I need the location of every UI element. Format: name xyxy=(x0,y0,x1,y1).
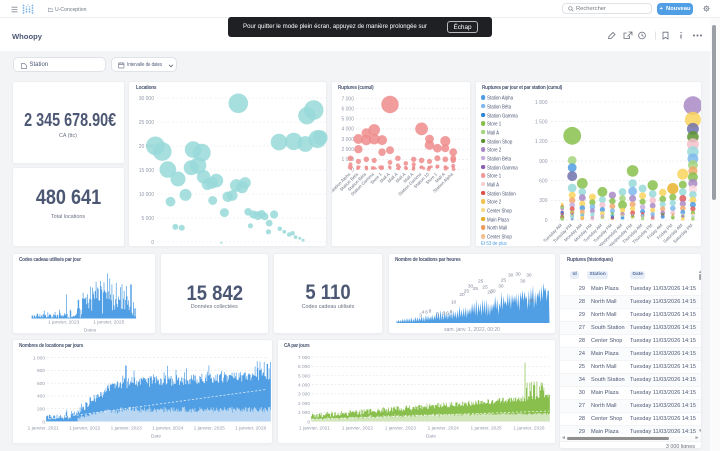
svg-text:0: 0 xyxy=(42,419,45,425)
svg-text:1 janvier, 2021: 1 janvier, 2021 xyxy=(27,426,59,432)
svg-text:200: 200 xyxy=(36,407,44,413)
svg-text:15 000: 15 000 xyxy=(139,167,155,173)
svg-text:4 000: 4 000 xyxy=(341,126,354,132)
svg-text:1 janvier, 2024: 1 janvier, 2024 xyxy=(152,426,184,432)
svg-text:30: 30 xyxy=(498,284,504,290)
svg-text:25: 25 xyxy=(463,288,469,294)
svg-text:5 000: 5 000 xyxy=(341,116,354,122)
svg-text:1 000: 1 000 xyxy=(32,355,44,361)
svg-text:600: 600 xyxy=(539,178,548,184)
svg-text:6 000: 6 000 xyxy=(297,364,309,370)
svg-text:1 janvier, 2023: 1 janvier, 2023 xyxy=(110,426,142,432)
svg-text:800: 800 xyxy=(36,368,44,374)
svg-text:1 janvier, 2026: 1 janvier, 2026 xyxy=(235,426,267,432)
svg-text:1 500: 1 500 xyxy=(534,119,547,125)
svg-text:Date: Date xyxy=(425,434,435,440)
svg-text:1 janvier, 2022: 1 janvier, 2022 xyxy=(341,426,373,432)
svg-text:10: 10 xyxy=(450,299,456,305)
svg-text:6: 6 xyxy=(446,311,449,317)
svg-text:3: 3 xyxy=(436,312,439,318)
svg-text:3: 3 xyxy=(419,313,422,319)
svg-text:Dates: Dates xyxy=(83,328,96,334)
svg-text:25: 25 xyxy=(478,279,484,285)
svg-text:2 000: 2 000 xyxy=(297,401,309,407)
svg-text:3 000: 3 000 xyxy=(341,136,354,142)
svg-text:25: 25 xyxy=(472,286,478,292)
svg-text:1 janvier, 2025: 1 janvier, 2025 xyxy=(193,426,225,432)
svg-text:6: 6 xyxy=(425,310,428,316)
svg-text:1 janvier, 2022: 1 janvier, 2022 xyxy=(69,426,101,432)
svg-text:20: 20 xyxy=(487,290,493,296)
svg-text:25: 25 xyxy=(528,298,534,304)
svg-text:1 janvier, 2025: 1 janvier, 2025 xyxy=(470,426,502,432)
svg-text:30: 30 xyxy=(490,288,496,294)
svg-text:3 000: 3 000 xyxy=(297,392,309,398)
svg-text:Date: Date xyxy=(150,434,160,440)
svg-text:600: 600 xyxy=(36,381,44,387)
svg-text:30 000: 30 000 xyxy=(139,95,155,101)
svg-text:5 000: 5 000 xyxy=(141,215,154,221)
svg-text:1 janvier, 2025: 1 janvier, 2025 xyxy=(93,320,125,326)
svg-text:7 000: 7 000 xyxy=(297,355,309,361)
svg-text:8: 8 xyxy=(428,309,431,315)
svg-text:4: 4 xyxy=(421,310,424,316)
svg-text:30: 30 xyxy=(467,284,473,290)
svg-text:400: 400 xyxy=(36,394,44,400)
svg-text:1 janvier, 2023: 1 janvier, 2023 xyxy=(48,320,80,326)
svg-text:1 janvier, 2024: 1 janvier, 2024 xyxy=(427,426,459,432)
svg-text:7 000: 7 000 xyxy=(341,96,354,102)
svg-text:25: 25 xyxy=(500,277,506,283)
svg-text:1 000: 1 000 xyxy=(297,410,309,416)
svg-text:30: 30 xyxy=(515,271,521,277)
svg-text:1 janvier, 2021: 1 janvier, 2021 xyxy=(298,426,330,432)
svg-text:sam. janv. 1, 2022, 00:20: sam. janv. 1, 2022, 00:20 xyxy=(444,327,500,333)
svg-text:300: 300 xyxy=(539,198,548,204)
svg-text:1 janvier, 2023: 1 janvier, 2023 xyxy=(384,426,416,432)
svg-text:1 200: 1 200 xyxy=(534,139,547,145)
svg-text:30: 30 xyxy=(526,273,532,279)
svg-text:1 000: 1 000 xyxy=(341,157,354,163)
svg-text:0: 0 xyxy=(151,239,154,245)
svg-text:1 800: 1 800 xyxy=(534,99,547,105)
svg-text:10 000: 10 000 xyxy=(139,191,155,197)
svg-text:25: 25 xyxy=(482,285,488,291)
svg-text:4 000: 4 000 xyxy=(297,383,309,389)
svg-text:25 000: 25 000 xyxy=(139,119,155,125)
svg-text:0: 0 xyxy=(307,419,310,425)
svg-text:6 000: 6 000 xyxy=(341,106,354,112)
svg-text:0: 0 xyxy=(544,217,547,223)
svg-text:30: 30 xyxy=(520,279,526,285)
svg-text:900: 900 xyxy=(539,158,548,164)
svg-text:2 000: 2 000 xyxy=(341,147,354,153)
svg-text:30: 30 xyxy=(508,273,514,279)
svg-text:1 janvier, 2026: 1 janvier, 2026 xyxy=(513,426,545,432)
svg-text:20: 20 xyxy=(459,292,465,298)
svg-text:8: 8 xyxy=(449,309,452,315)
svg-text:0: 0 xyxy=(351,167,354,173)
svg-text:6: 6 xyxy=(442,311,445,317)
svg-text:5 000: 5 000 xyxy=(297,373,309,379)
